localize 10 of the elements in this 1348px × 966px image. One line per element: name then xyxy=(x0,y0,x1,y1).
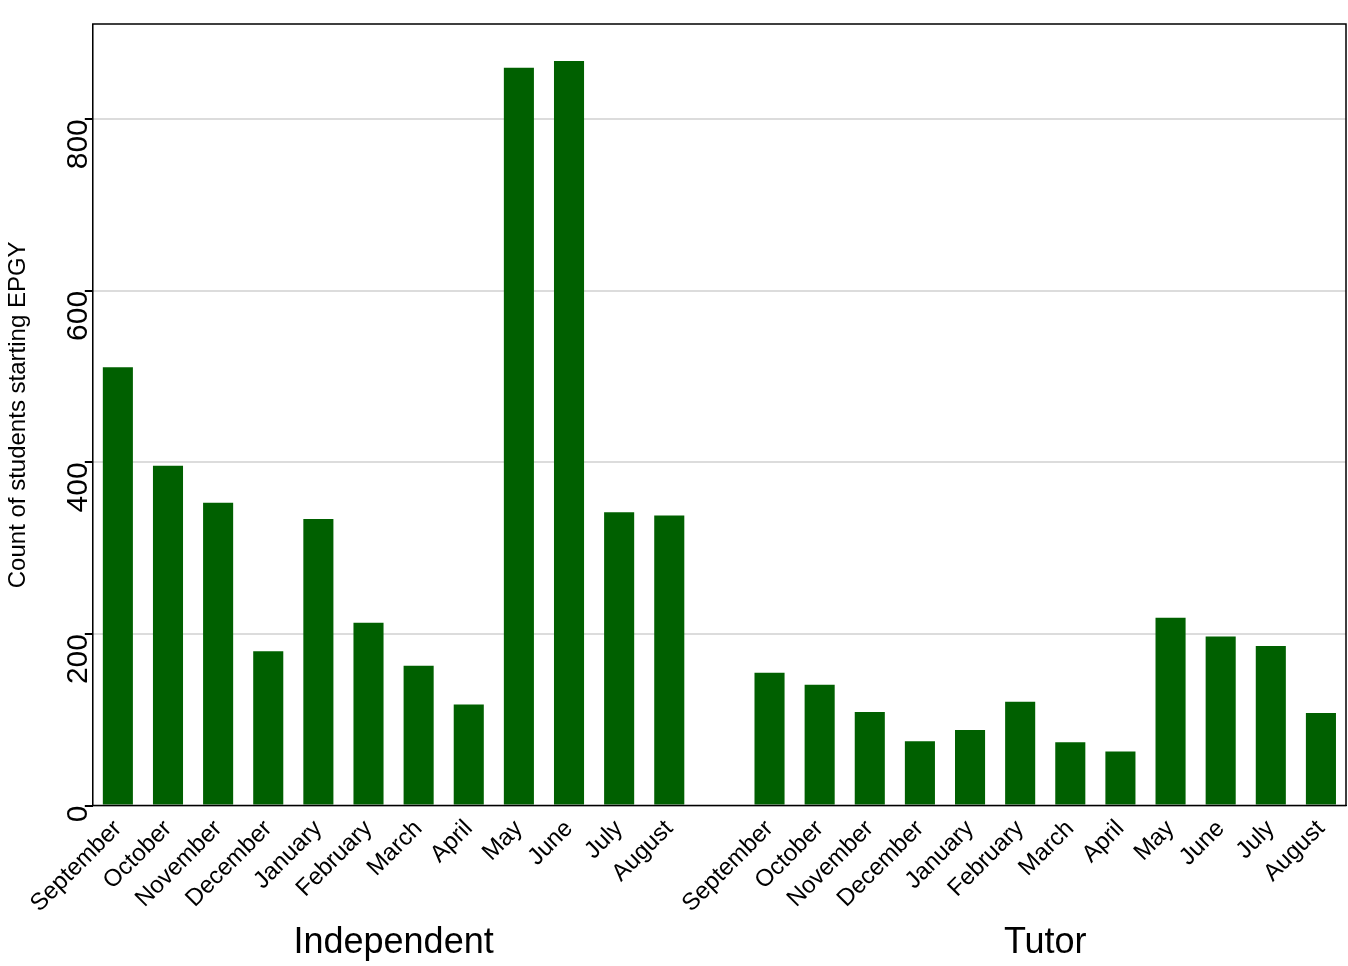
y-tick-label: 600 xyxy=(60,290,94,341)
text: Tutor xyxy=(1003,919,1087,961)
x-tick-label: May xyxy=(475,813,528,866)
y-axis-title: Count of students starting EPGY xyxy=(3,241,31,589)
text: Independent xyxy=(293,919,494,961)
x-tick-label: May xyxy=(1127,813,1179,866)
y-tick-label: 800 xyxy=(60,119,94,170)
y-tick-label: 400 xyxy=(60,462,94,513)
y-tick-label: 200 xyxy=(60,634,94,685)
y-tick-label: 0 xyxy=(60,805,94,823)
